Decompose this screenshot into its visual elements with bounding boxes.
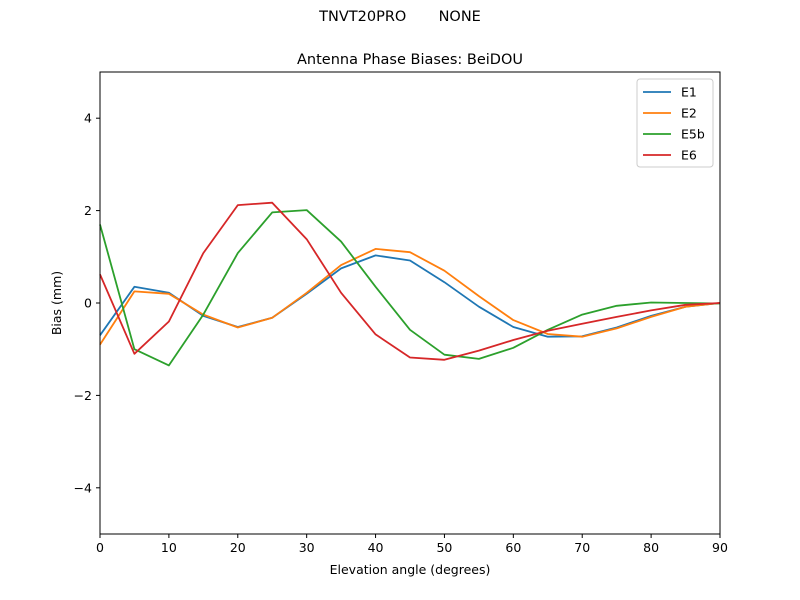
y-tick-label: 0 [84, 296, 92, 311]
x-tick-label: 30 [299, 540, 315, 555]
x-tick-label: 10 [161, 540, 177, 555]
legend-label: E2 [681, 106, 697, 121]
y-tick-label: 4 [84, 111, 92, 126]
legend: E1 E2 E5b E6 [636, 78, 714, 168]
x-tick-label: 40 [368, 540, 384, 555]
y-tick-label: −4 [74, 480, 92, 495]
legend-box [636, 78, 714, 168]
series-layer [99, 201, 721, 367]
legend-label: E6 [681, 148, 697, 163]
legend-label: E1 [681, 85, 697, 100]
x-axis-label: Elevation angle (degrees) [330, 562, 491, 577]
figure-suptitle: TNVT20PRO NONE [319, 9, 481, 25]
y-tick-label: 2 [84, 203, 92, 218]
x-tick-label: 0 [96, 540, 104, 555]
x-axis: 0 10 20 30 40 50 60 70 80 90 [96, 534, 728, 555]
series-line-e6 [99, 201, 721, 361]
axes-frame [99, 71, 721, 535]
legend-label: E5b [681, 127, 705, 142]
x-tick-label: 80 [643, 540, 659, 555]
x-tick-label: 60 [505, 540, 521, 555]
y-axis-label: Bias (mm) [49, 271, 64, 335]
series-line-e5b [99, 209, 721, 367]
x-tick-label: 20 [230, 540, 246, 555]
chart-title: Antenna Phase Biases: BeiDOU [297, 52, 523, 68]
x-tick-label: 50 [436, 540, 452, 555]
y-axis: −4 −2 0 2 4 [74, 111, 100, 495]
y-tick-label: −2 [74, 388, 92, 403]
x-tick-label: 90 [712, 540, 728, 555]
x-tick-label: 70 [574, 540, 590, 555]
